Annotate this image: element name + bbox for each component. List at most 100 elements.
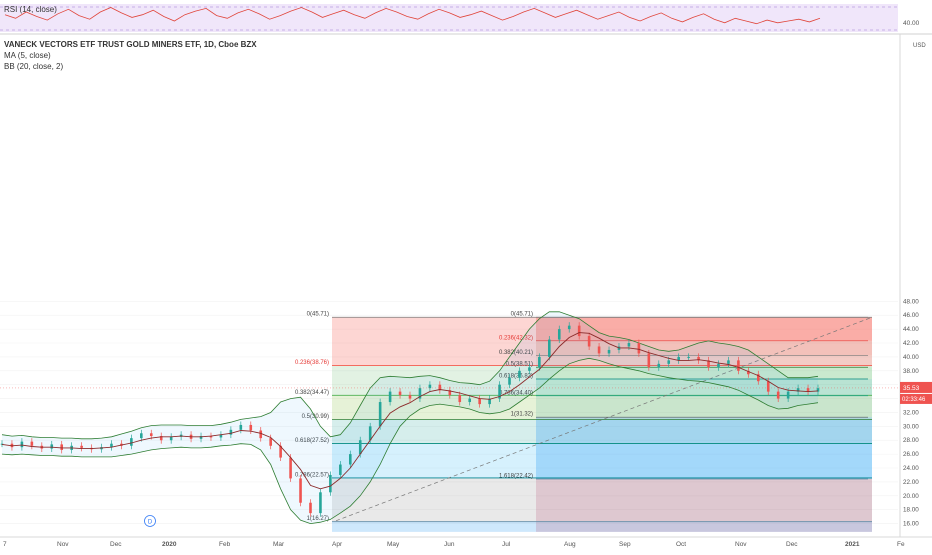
candle-body [209,436,213,438]
candle-body [249,424,253,431]
price-tick-label: 38.00 [903,368,919,375]
candle-body [567,325,571,330]
fib-ext-zone [536,355,872,368]
candle-body [50,444,54,449]
candle-body [458,395,462,403]
candle-body [776,391,780,399]
candle-body [418,388,422,399]
candle-body [747,370,750,375]
ma-legend[interactable]: MA (5, close) [4,51,51,60]
candle-body [309,502,312,514]
candle-body [438,384,442,391]
fib-level-label: 0.382(34.47) [295,390,329,396]
fib-zone [332,365,872,396]
candle-body [80,445,83,448]
fib-ext-label: 0.382(40.21) [499,350,533,356]
candle-body [707,360,710,368]
candle-body [478,398,481,405]
candle-body [348,454,352,465]
price-tick-label: 20.00 [903,493,919,500]
fib-level-label: 0.236(38.76) [295,360,329,366]
time-tick-label: 2021 [845,541,860,548]
candle-body [140,433,143,439]
candle-body [319,492,322,514]
countdown-value: 02:33:46 [902,397,926,403]
currency-label: USD [913,43,926,49]
fib-level-label: 0(45.71) [307,312,329,318]
candle-body [737,360,740,371]
rsi-tick-label: 40.00 [903,20,920,27]
time-tick-label: Jun [444,541,455,548]
fib-ext-zone [536,317,872,341]
candle-body [607,349,611,354]
price-tick-label: 48.00 [903,298,919,305]
candle-body [528,367,531,371]
candle-body [239,424,243,430]
trend-line [335,317,871,522]
time-tick-label: Mar [273,541,285,548]
bollinger-fill [2,311,818,524]
fib-ext-label: 0.5(38.51) [506,362,533,368]
last-price-value: 35.53 [903,385,920,392]
candle-body [368,426,372,441]
time-tick-label: Aug [564,541,576,548]
candle-body [378,402,382,427]
candle-body [149,433,153,437]
rsi-background [0,4,898,32]
candle-body [786,391,790,399]
moving-average-line [1,332,819,490]
fib-zone [332,419,872,444]
time-tick-label: Dec [110,541,122,548]
price-tick-label: 44.00 [903,326,919,333]
countdown-tag [900,393,932,404]
candle-body [587,336,591,347]
rsi-line [4,7,821,25]
fib-ext-label: 0(45.71) [511,312,533,318]
candle-body [508,377,511,385]
price-tick-label: 16.00 [903,521,919,528]
candle-body [259,430,263,439]
dividend-marker-label: D [148,519,153,525]
time-tick-label: May [387,541,400,548]
candle-body [717,363,720,368]
candle-body [60,444,64,450]
candle-body [518,370,521,378]
fib-ext-zone [536,367,872,379]
fib-zone [332,317,872,366]
time-tick-label: Apr [332,541,343,548]
price-tick-label: 24.00 [903,465,919,472]
bb-legend[interactable]: BB (20, close, 2) [4,62,64,71]
time-tick-label: 7 [3,541,7,548]
candle-body [637,343,641,354]
candle-body [657,363,661,368]
fib-ext-label: 0.786(34.40) [499,390,533,396]
fib-level-label: 0.786(22.57) [295,472,329,478]
candle-body [229,429,233,435]
candle-body [408,395,412,399]
fib-ext-label: 1(31.32) [511,412,533,418]
fib-ext-label: 1.618(22.42) [499,473,533,479]
fib-ext-zone [536,340,872,356]
candle-body [219,434,223,438]
candle-body [110,443,113,448]
candle-body [448,390,452,396]
dividend-marker [144,515,156,527]
fib-level-label: 0.618(27.52) [295,438,329,444]
time-tick-label: Jul [502,541,511,548]
fib-ext-zone [536,478,872,532]
last-price-tag [900,381,932,393]
bollinger-lower [1,357,819,525]
fib-zone [332,395,872,420]
candle-body [766,381,770,392]
candle-body [279,445,282,458]
price-tick-label: 22.00 [903,479,919,486]
candle-body [0,443,4,445]
candle-body [538,356,541,368]
candle-body [498,384,501,399]
candle-body [289,457,292,479]
candle-body [468,398,472,403]
candle-body [299,478,302,503]
time-tick-label: Fe [897,541,905,548]
